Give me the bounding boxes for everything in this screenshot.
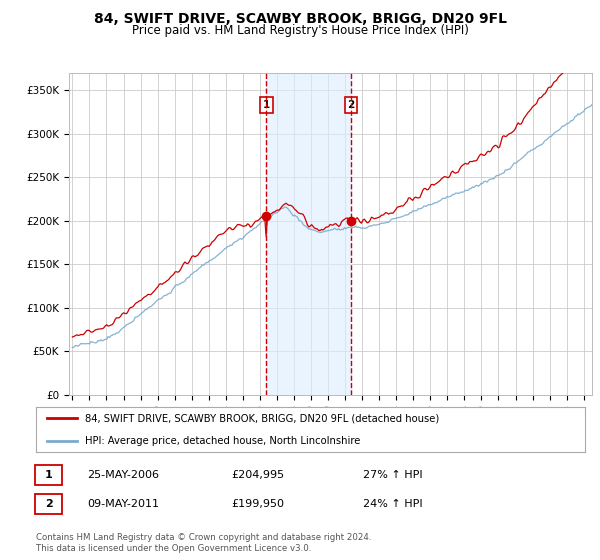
Text: £204,995: £204,995	[231, 470, 284, 480]
Text: 09-MAY-2011: 09-MAY-2011	[87, 499, 159, 509]
Text: Contains HM Land Registry data © Crown copyright and database right 2024.
This d: Contains HM Land Registry data © Crown c…	[36, 533, 371, 553]
Text: 25-MAY-2006: 25-MAY-2006	[87, 470, 159, 480]
Text: 2: 2	[347, 100, 355, 110]
Text: £199,950: £199,950	[231, 499, 284, 509]
Text: 84, SWIFT DRIVE, SCAWBY BROOK, BRIGG, DN20 9FL: 84, SWIFT DRIVE, SCAWBY BROOK, BRIGG, DN…	[94, 12, 506, 26]
Text: 84, SWIFT DRIVE, SCAWBY BROOK, BRIGG, DN20 9FL (detached house): 84, SWIFT DRIVE, SCAWBY BROOK, BRIGG, DN…	[85, 413, 440, 423]
Text: 1: 1	[263, 100, 270, 110]
Bar	[266, 73, 351, 395]
Text: 1: 1	[45, 470, 52, 480]
Text: 24% ↑ HPI: 24% ↑ HPI	[363, 499, 422, 509]
Text: HPI: Average price, detached house, North Lincolnshire: HPI: Average price, detached house, Nort…	[85, 436, 361, 446]
Text: 27% ↑ HPI: 27% ↑ HPI	[363, 470, 422, 480]
Text: Price paid vs. HM Land Registry's House Price Index (HPI): Price paid vs. HM Land Registry's House …	[131, 24, 469, 36]
Text: 2: 2	[45, 499, 52, 509]
